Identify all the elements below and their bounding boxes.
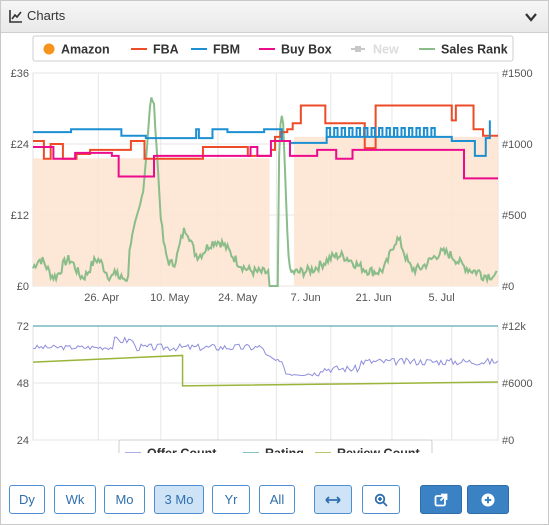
fbm-series-spike: [348, 127, 354, 137]
price-axis-tick-left: £0: [17, 281, 29, 293]
plus-circle-icon: [481, 493, 495, 506]
range-button-day[interactable]: Dy: [9, 485, 45, 514]
amazon-price-fill-1: [33, 158, 270, 286]
fbm-series-spike: [415, 127, 421, 137]
date-axis-tick: 26. Apr: [84, 292, 119, 304]
legend-fbm-label: FBM: [213, 43, 240, 57]
legend-new-marker: [355, 46, 361, 52]
rank-axis-tick-right: #500: [502, 210, 526, 222]
range-button-all[interactable]: All: [259, 485, 295, 514]
range-button-month[interactable]: Mo: [104, 485, 145, 514]
review-axis-tick-right: #0: [502, 435, 514, 447]
fbm-series-spike: [355, 127, 361, 137]
fba-series: [33, 104, 498, 160]
legend-amazon-label: Amazon: [61, 43, 110, 57]
range-button-3-months[interactable]: 3 Mo: [154, 485, 204, 514]
count-axis-tick-left: 24: [17, 435, 29, 447]
legend-buy-box-label: Buy Box: [281, 43, 332, 57]
review-axis-tick-right: #6000: [502, 378, 533, 390]
fbm-series-spike: [422, 127, 429, 137]
fbm-series-spike: [378, 127, 384, 137]
fbm-series: [33, 120, 491, 157]
legend-sales-rank-label: Sales Rank: [441, 43, 508, 57]
open-external-button[interactable]: [420, 485, 462, 514]
fbm-series-spike: [430, 127, 436, 137]
add-button[interactable]: [467, 485, 509, 514]
count-axis-tick-left: 48: [17, 378, 29, 390]
fbm-series-spike: [363, 127, 369, 137]
price-history-chart[interactable]: Amazon FBA FBM Buy Box New Sales Rank £0 £12 £24…: [1, 33, 548, 453]
price-axis-tick-left: £36: [11, 68, 29, 80]
legend-new-label: New: [373, 43, 399, 57]
date-axis-tick: 24. May: [218, 292, 258, 304]
price-axis-tick-left: £24: [11, 139, 29, 151]
range-button-row: Dy Wk Mo 3 Mo Yr All: [1, 485, 548, 519]
legend-fba-label: FBA: [153, 43, 179, 57]
fbm-series-spike: [325, 127, 332, 137]
legend-offer-count-label: Offer Count: [147, 447, 217, 454]
line-chart-icon: [9, 10, 22, 23]
fbm-series-spike: [333, 127, 339, 137]
review-count-series: [32, 354, 499, 387]
date-axis-tick: 10. May: [150, 292, 190, 304]
rank-axis-tick-right: #0: [502, 281, 514, 293]
date-axis-tick: 7. Jun: [291, 292, 321, 304]
count-axis-tick-left: 72: [17, 321, 29, 333]
legend-amazon-marker: [43, 43, 55, 55]
legend-review-count-label: Review Count: [337, 447, 420, 454]
fbm-series-spike: [340, 127, 347, 137]
zoom-in-icon: [374, 493, 388, 507]
offer-count-series: [32, 336, 499, 377]
zoom-button[interactable]: [362, 485, 400, 514]
chevron-down-icon[interactable]: [524, 10, 538, 24]
arrows-horizontal-icon: [325, 495, 341, 504]
fbm-series-spike: [407, 127, 414, 137]
panel-title: Charts: [27, 8, 66, 23]
price-axis-tick-left: £12: [11, 210, 29, 222]
fbm-series-spike: [385, 127, 391, 137]
sales-rank-series: [32, 97, 498, 287]
range-button-week[interactable]: Wk: [54, 485, 96, 514]
fbm-series-spike: [370, 127, 376, 137]
legend-rating-label: Rating: [265, 447, 304, 454]
expand-horizontal-button[interactable]: [314, 485, 352, 514]
bottom-legend-box: [118, 439, 433, 453]
rank-axis-tick-right: #1000: [502, 139, 533, 151]
range-button-year[interactable]: Yr: [212, 485, 250, 514]
rank-axis-tick-right: #1500: [502, 68, 533, 80]
review-axis-tick-right: #12k: [502, 321, 526, 333]
external-link-icon: [434, 493, 448, 506]
buy-box-series: [33, 140, 498, 180]
fbm-series-spike: [392, 127, 399, 137]
date-axis-tick: 5. Jul: [428, 292, 454, 304]
date-axis-tick: 21. Jun: [356, 292, 392, 304]
panel-header[interactable]: Charts: [1, 1, 548, 33]
fbm-series-spike: [400, 127, 406, 137]
